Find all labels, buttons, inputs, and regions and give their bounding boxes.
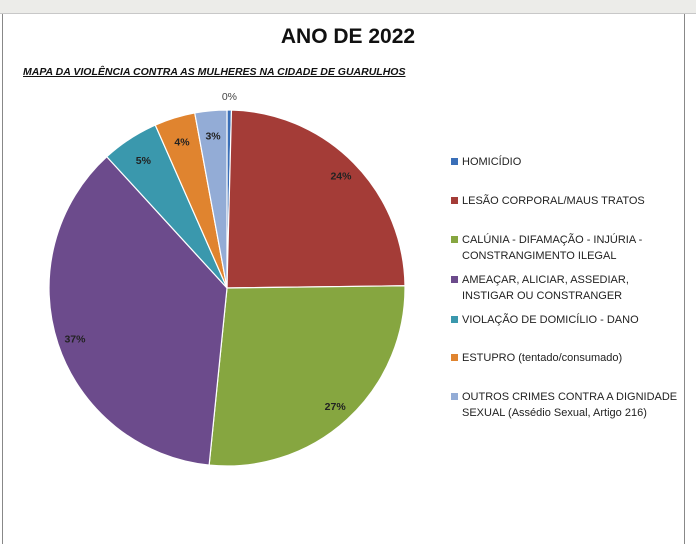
legend-label: VIOLAÇÃO DE DOMICÍLIO - DANO [462,314,639,326]
legend-item: AMEAÇAR, ALICIAR, ASSEDIAR, INSTIGAR OU C… [451,272,691,304]
pie-slice [48,155,228,466]
data-label: 3% [205,131,221,143]
pie-slice [226,109,406,289]
legend-item: LESÃO CORPORAL/MAUS TRATOS [451,193,691,209]
legend-swatch [451,316,458,323]
legend-label: AMEAÇAR, ALICIAR, ASSEDIAR, INSTIGAR OU C… [462,274,629,302]
data-label: 27% [325,401,347,413]
legend-label: HOMICÍDIO [462,156,522,168]
data-label: 0% [222,91,237,103]
legend-swatch [451,276,458,283]
chart-subtitle: MAPA DA VIOLÊNCIA CONTRA AS MULHERES NA … [23,66,406,78]
legend-swatch [451,158,458,165]
legend-label: OUTROS CRIMES CONTRA A DIGNIDADE SEXUAL (… [462,391,678,419]
chart-title: ANO DE 2022 [280,25,416,48]
legend-item: OUTROS CRIMES CONTRA A DIGNIDADE SEXUAL (… [451,389,691,421]
legend-label: CALÚNIA - DIFAMAÇÃO - INJÚRIA - CONSTRANG… [462,234,643,262]
legend-item: ESTUPRO (tentado/consumado) [451,350,691,366]
window-top-bar [0,0,696,14]
legend-label: ESTUPRO (tentado/consumado) [462,352,623,364]
pie-slice [208,285,406,467]
legend-swatch [451,393,458,400]
data-label: 4% [174,137,190,149]
data-label: 24% [330,170,352,182]
legend-swatch [451,236,458,243]
legend-swatch [451,197,458,204]
legend-swatch [451,354,458,361]
data-label: 37% [64,333,86,345]
chart-frame [2,14,685,544]
legend-item: VIOLAÇÃO DE DOMICÍLIO - DANO [451,312,691,328]
legend-item: HOMICÍDIO [451,154,691,170]
legend-item: CALÚNIA - DIFAMAÇÃO - INJÚRIA - CONSTRANG… [451,232,691,264]
pie-slice [194,109,228,289]
legend-label: LESÃO CORPORAL/MAUS TRATOS [462,195,645,207]
data-label: 5% [136,155,152,167]
